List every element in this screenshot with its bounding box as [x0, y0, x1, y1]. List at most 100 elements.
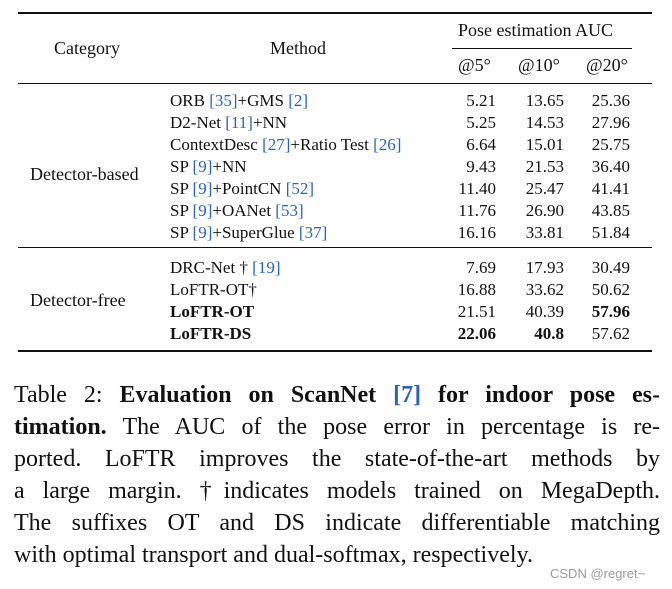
watermark: CSDN @regret~ [550, 566, 646, 581]
auc-value-cell: 22.06 [457, 324, 496, 343]
method-cell: D2-Net [11]+NN [170, 113, 287, 133]
auc-value-cell: 57.62 [591, 324, 630, 343]
header-category: Category [54, 38, 120, 58]
method-name: DRC-Net † [170, 258, 253, 277]
caption-title: Evaluation on ScanNet [119, 382, 377, 408]
bottom-rule [18, 350, 652, 352]
group-underline [452, 48, 632, 49]
method-cell: DRC-Net † [19] [170, 258, 281, 278]
method-name: SP [170, 201, 193, 220]
method-name: ORB [170, 91, 210, 110]
method-name: +GMS [237, 91, 289, 110]
header-col-5: @5° [458, 55, 491, 75]
auc-value-cell: 15.01 [525, 135, 564, 154]
auc-value-cell: 57.96 [591, 302, 630, 321]
method-name: LoFTR-OT [170, 302, 255, 321]
auc-value-cell: 30.49 [591, 258, 630, 277]
citation-link[interactable]: [9] [192, 201, 213, 220]
auc-value-cell: 7.69 [466, 258, 496, 277]
caption-line-1: Table 2: Evaluation on ScanNet [7] for i… [14, 379, 660, 411]
auc-value-cell: 21.51 [457, 302, 496, 321]
section-rule [18, 247, 652, 248]
auc-value-cell: 40.39 [525, 302, 564, 321]
auc-value-cell: 27.96 [591, 113, 630, 132]
header-group: Pose estimation AUC [458, 20, 614, 40]
method-name: SP [170, 157, 193, 176]
caption-line-2: timation. The AUC of the pose error in p… [14, 411, 660, 443]
auc-value-cell: 13.65 [525, 91, 564, 110]
category-detector-based: Detector-based [30, 164, 139, 184]
auc-value-cell: 21.53 [525, 157, 564, 176]
category-detector-free: Detector-free [30, 290, 126, 310]
citation-link[interactable]: [37] [298, 223, 328, 242]
auc-value-cell: 40.8 [534, 324, 564, 343]
auc-value-cell: 16.88 [457, 280, 496, 299]
auc-value-cell: 5.25 [466, 113, 496, 132]
caption-line-6: with optimal transport and dual-softmax,… [14, 542, 533, 568]
method-name: +NN [212, 157, 247, 176]
citation-link[interactable]: [2] [288, 91, 309, 110]
method-cell: LoFTR-OT† [170, 280, 257, 300]
method-cell: SP [9]+SuperGlue [37] [170, 223, 327, 243]
method-name: SP [170, 223, 193, 242]
citation-link[interactable]: [53] [275, 201, 304, 220]
auc-value-cell: 9.43 [466, 157, 496, 176]
auc-value-cell: 6.64 [466, 135, 496, 154]
top-rule [18, 12, 652, 14]
method-cell: LoFTR-DS [170, 324, 251, 344]
header-rule [18, 83, 652, 84]
method-cell: ORB [35]+GMS [2] [170, 91, 308, 111]
method-name: +NN [252, 113, 288, 132]
citation-link[interactable]: [19] [252, 258, 281, 277]
method-cell: SP [9]+PointCN [52] [170, 179, 314, 199]
method-name: LoFTR-DS [170, 324, 252, 343]
auc-value-cell: 14.53 [525, 113, 564, 132]
method-name: D2-Net [170, 113, 226, 132]
caption-title-cont: for indoor pose es- [438, 382, 661, 408]
method-name: +SuperGlue [212, 223, 299, 242]
method-name: ContextDesc [170, 135, 263, 154]
caption-line-3: ported. LoFTR improves the state-of-the-… [14, 446, 660, 472]
caption-text-1: The AUC of the pose error in percentage … [122, 414, 660, 440]
method-name: SP [170, 179, 193, 198]
method-cell: LoFTR-OT [170, 302, 254, 322]
auc-value-cell: 25.36 [591, 91, 630, 110]
citation-link[interactable]: [27] [262, 135, 291, 154]
citation-link[interactable]: [26] [373, 135, 402, 154]
auc-value-cell: 11.76 [458, 201, 496, 220]
citation-link[interactable]: [9] [192, 179, 213, 198]
caption-title-ref[interactable]: [7] [393, 382, 422, 408]
method-name: +PointCN [212, 179, 286, 198]
auc-value-cell: 33.81 [525, 223, 564, 242]
auc-value-cell: 25.47 [525, 179, 564, 198]
method-cell: SP [9]+OANet [53] [170, 201, 304, 221]
caption-label: Table 2: [14, 382, 103, 408]
header-col-10: @10° [518, 55, 560, 75]
auc-value-cell: 41.41 [591, 179, 630, 198]
auc-value-cell: 16.16 [457, 223, 496, 242]
caption-title-end: timation. [14, 414, 107, 440]
citation-link[interactable]: [52] [285, 179, 315, 198]
method-cell: SP [9]+NN [170, 157, 247, 177]
auc-value-cell: 51.84 [591, 223, 630, 242]
method-cell: ContextDesc [27]+Ratio Test [26] [170, 135, 401, 155]
citation-link[interactable]: [11] [225, 113, 253, 132]
method-name: +Ratio Test [290, 135, 374, 154]
caption-line-4: a large margin. †indicates models traine… [14, 478, 660, 504]
auc-value-cell: 26.90 [525, 201, 564, 220]
method-name: +OANet [212, 201, 276, 220]
header-col-20: @20° [586, 55, 628, 75]
auc-value-cell: 50.62 [591, 280, 630, 299]
method-name: LoFTR-OT† [170, 280, 257, 299]
auc-value-cell: 25.75 [591, 135, 630, 154]
auc-value-cell: 36.40 [591, 157, 630, 176]
header-method: Method [270, 38, 326, 58]
citation-link[interactable]: [35] [209, 91, 238, 110]
citation-link[interactable]: [9] [192, 157, 213, 176]
caption: Table 2: Evaluation on ScanNet [7] for i… [14, 379, 660, 571]
caption-line-5: The suffixes OT and DS indicate differen… [14, 510, 660, 536]
auc-value-cell: 33.62 [525, 280, 564, 299]
citation-link[interactable]: [9] [192, 223, 213, 242]
auc-value-cell: 11.40 [458, 179, 496, 198]
auc-value-cell: 17.93 [525, 258, 564, 277]
